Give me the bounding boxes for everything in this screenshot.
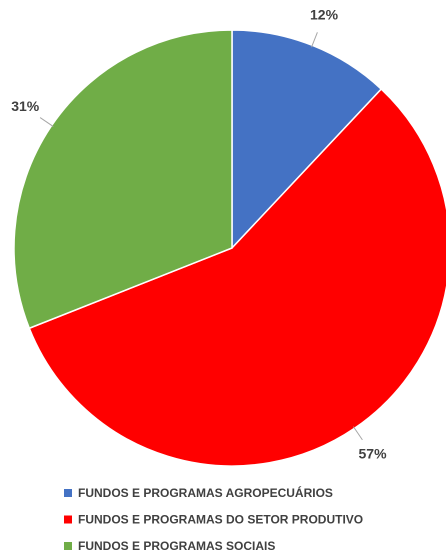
legend-label: FUNDOS E PROGRAMAS AGROPECUÁRIOS [78, 485, 333, 500]
data-label: 31% [11, 98, 40, 114]
legend-label: FUNDOS E PROGRAMAS SOCIAIS [78, 539, 275, 553]
legend-swatch [64, 515, 72, 524]
data-label: 12% [310, 6, 339, 22]
leader-line [311, 32, 318, 48]
legend-label: FUNDOS E PROGRAMAS DO SETOR PRODUTIVO [78, 513, 363, 527]
leader-line [352, 426, 363, 441]
legend-swatch [64, 542, 72, 550]
data-label: 57% [359, 445, 388, 461]
leader-line [39, 117, 54, 128]
legend-swatch [64, 489, 72, 497]
